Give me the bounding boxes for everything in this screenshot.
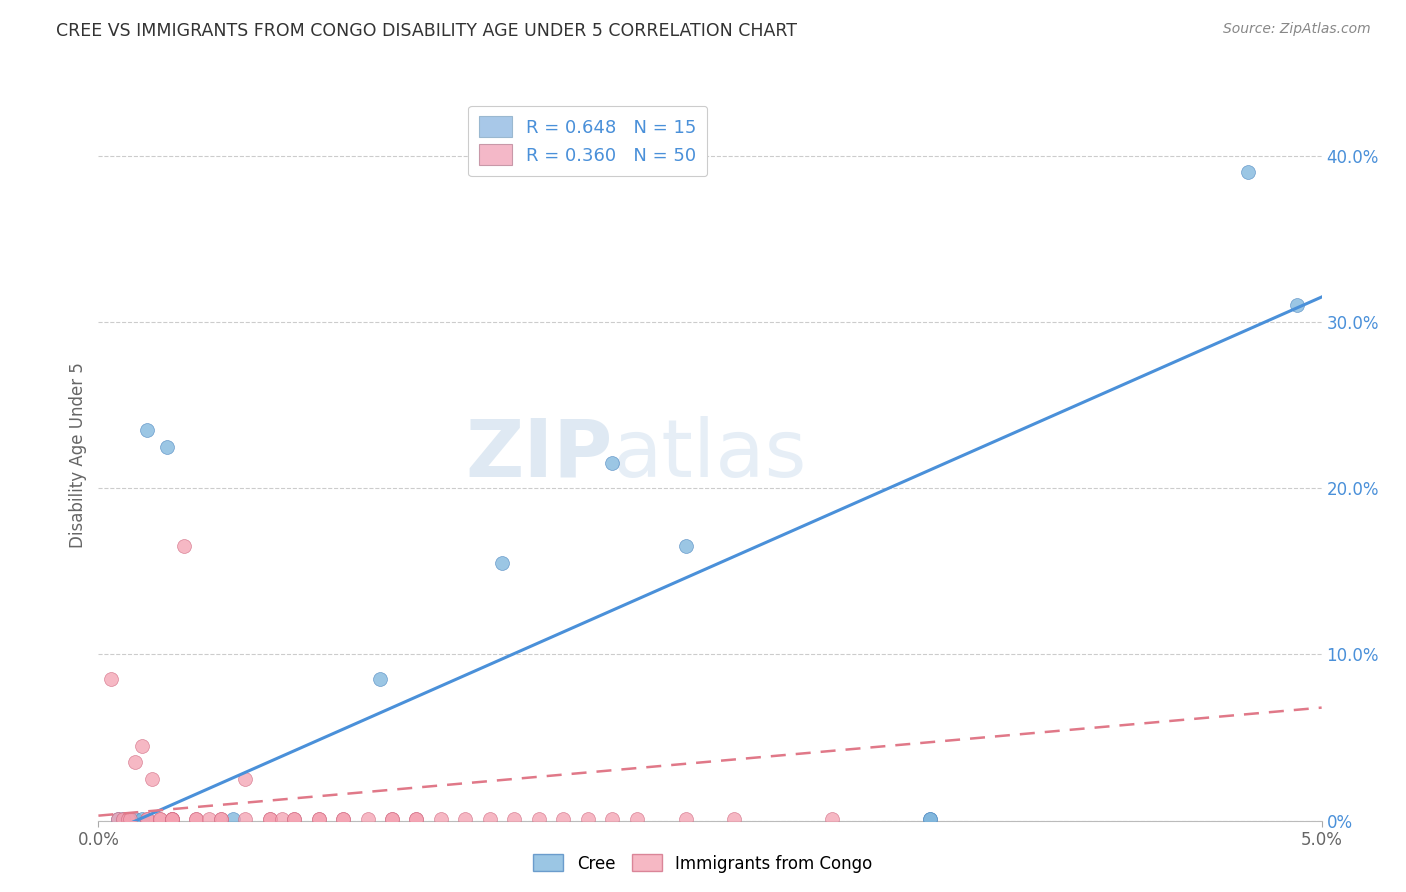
Point [527,812,550,826]
Point [233,772,256,786]
Point [723,812,745,826]
Point [600,812,623,826]
Point [920,812,942,826]
Point [503,812,526,826]
Point [405,812,427,826]
Point [381,812,404,826]
Text: ZIP: ZIP [465,416,612,494]
Point [149,812,172,826]
Text: CREE VS IMMIGRANTS FROM CONGO DISABILITY AGE UNDER 5 CORRELATION CHART: CREE VS IMMIGRANTS FROM CONGO DISABILITY… [56,22,797,40]
Point [600,456,623,470]
Point [283,812,305,826]
Point [160,812,183,826]
Point [209,812,232,826]
Point [308,812,330,826]
Legend: R = 0.648   N = 15, R = 0.360   N = 50: R = 0.648 N = 15, R = 0.360 N = 50 [468,105,707,176]
Point [308,812,330,826]
Point [120,812,142,826]
Point [1237,165,1260,179]
Point [283,812,305,826]
Point [141,772,163,786]
Point [430,812,453,826]
Point [356,812,378,826]
Point [160,812,183,826]
Point [160,812,183,826]
Point [111,812,134,826]
Point [675,539,697,553]
Point [136,423,159,437]
Y-axis label: Disability Age Under 5: Disability Age Under 5 [69,362,87,548]
Point [149,812,172,826]
Point [259,812,281,826]
Text: atlas: atlas [612,416,807,494]
Point [491,556,513,570]
Point [173,539,195,553]
Point [160,812,183,826]
Point [186,812,208,826]
Point [107,812,129,826]
Legend: Cree, Immigrants from Congo: Cree, Immigrants from Congo [527,847,879,880]
Point [368,673,391,687]
Point [197,812,219,826]
Point [117,812,139,826]
Point [156,440,179,454]
Point [675,812,697,826]
Point [186,812,208,826]
Point [1286,298,1309,312]
Point [405,812,427,826]
Point [131,812,153,826]
Point [124,812,146,826]
Point [332,812,354,826]
Point [821,812,844,826]
Point [553,812,575,826]
Point [136,812,159,826]
Point [381,812,404,826]
Point [136,812,159,826]
Point [576,812,599,826]
Point [270,812,292,826]
Point [332,812,354,826]
Point [454,812,477,826]
Point [111,812,134,826]
Point [124,756,146,770]
Point [107,812,129,826]
Point [100,673,122,687]
Point [626,812,648,826]
Point [209,812,232,826]
Point [131,739,153,753]
Point [920,812,942,826]
Point [233,812,256,826]
Point [259,812,281,826]
Text: Source: ZipAtlas.com: Source: ZipAtlas.com [1223,22,1371,37]
Point [478,812,501,826]
Point [222,812,245,826]
